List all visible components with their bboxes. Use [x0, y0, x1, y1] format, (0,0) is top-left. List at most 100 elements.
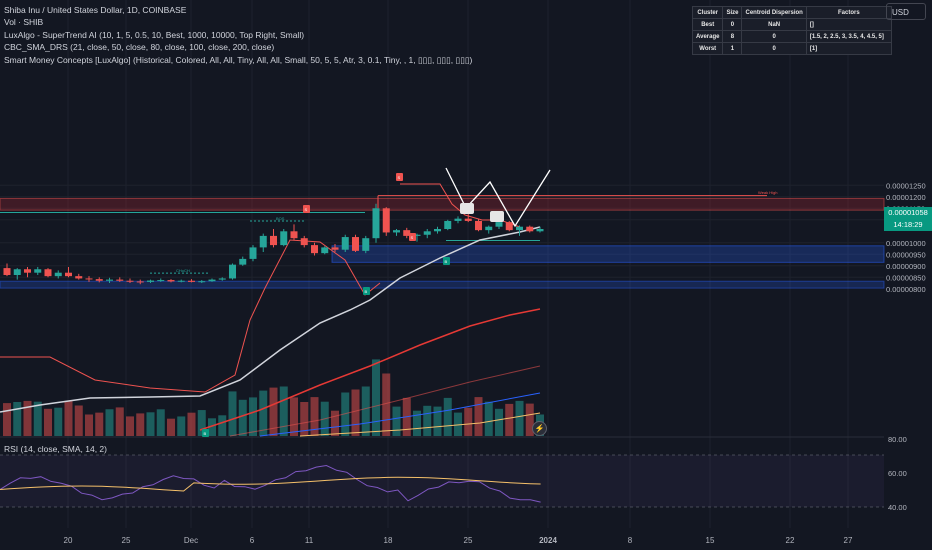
pattern-marker — [460, 203, 474, 214]
buy-signal-marker — [363, 287, 370, 295]
chart-legend: Shiba Inu / United States Dollar, 1D, CO… — [4, 4, 472, 66]
time-axis-label: 6 — [250, 536, 255, 545]
volume-bar — [187, 412, 196, 436]
candle-body — [177, 280, 185, 282]
volume-bar — [433, 406, 442, 436]
time-axis-label: Dec — [184, 536, 198, 545]
volume-bar — [443, 397, 452, 436]
cell-factors: [] — [805, 18, 892, 31]
candle-body — [413, 234, 421, 236]
sell-signal-marker — [303, 205, 310, 213]
candle-body — [157, 280, 165, 282]
volume-bar — [484, 401, 493, 436]
volume-bar — [228, 391, 237, 436]
cell-dispersion: 0 — [741, 42, 807, 55]
candle-body — [95, 279, 103, 281]
time-axis-label: 18 — [384, 536, 393, 545]
cell-cluster: Best — [691, 18, 724, 31]
annotations: S S S B B B — [202, 167, 551, 437]
cell-cluster: Average — [691, 30, 724, 43]
buy-signal-marker — [202, 429, 209, 437]
price-axis-label: 0.00000850 — [886, 273, 926, 282]
time-axis-label: 25 — [122, 536, 131, 545]
rsi-legend[interactable]: RSI (14, close, SMA, 14, 2) — [4, 444, 107, 454]
rsi-line — [0, 464, 541, 503]
sma-200-line — [299, 412, 541, 437]
bos-label: BOS — [276, 216, 285, 221]
sma-50-line — [199, 308, 541, 431]
volume-bar — [474, 397, 483, 436]
volume-bar — [3, 403, 11, 436]
candle-body — [434, 229, 441, 232]
volume-bar — [156, 409, 165, 436]
cell-dispersion: NaN — [741, 18, 807, 31]
volume-bar — [413, 410, 421, 436]
table-header-row: Cluster Size Centroid Dispersion Factors — [691, 6, 892, 19]
candle-body — [147, 280, 154, 282]
candle-body — [300, 238, 308, 246]
time-axis-label: 20 — [64, 536, 73, 545]
volume-bar — [515, 400, 524, 436]
header-factors: Factors — [805, 6, 892, 19]
cell-cluster: Worst — [691, 42, 724, 55]
volume-bar — [392, 406, 401, 436]
candle-body — [75, 276, 83, 279]
supertrend-legend[interactable]: LuxAlgo - SuperTrend AI (10, 1, 5, 0.5, … — [4, 29, 305, 40]
smc-legend[interactable]: Smart Money Concepts [LuxAlgo] (Historic… — [4, 54, 473, 65]
volume-legend[interactable]: Vol · SHIB — [4, 17, 44, 28]
lightning-icon[interactable]: ⚡ — [532, 421, 547, 436]
candle-body — [65, 272, 72, 277]
sma-legend[interactable]: CBC_SMA_DRS (21, close, 50, close, 80, c… — [4, 42, 275, 53]
cell-factors: [1.5, 2, 2.5, 3, 3.5, 4, 4.5, 5] — [805, 30, 892, 43]
sell-signal-label: S — [305, 207, 308, 212]
candle-body — [126, 280, 134, 282]
time-axis-label: 11 — [305, 536, 314, 545]
volume-bar — [95, 412, 104, 436]
candle-body — [54, 272, 62, 277]
price-axis-label: 0.00001250 — [886, 181, 926, 190]
candle-body — [270, 235, 277, 246]
header-dispersion: Centroid Dispersion — [741, 6, 807, 19]
price-axis-label: 0.00000950 — [886, 250, 926, 259]
candle-body — [505, 222, 513, 231]
buy-signal-label: B — [365, 289, 368, 294]
time-axis-label: 27 — [844, 536, 853, 545]
candle-body — [290, 231, 298, 239]
sma-21-line — [0, 226, 541, 413]
rsi-axis-label: 60.00 — [888, 469, 907, 478]
volume-bar — [249, 397, 257, 436]
volume-bar — [361, 386, 370, 436]
time-axis-label: 25 — [464, 536, 473, 545]
sell-signal-label: S — [411, 235, 414, 240]
supertrend-cluster-table: Cluster Size Centroid Dispersion Factors… — [691, 6, 892, 55]
symbol-title[interactable]: Shiba Inu / United States Dollar, 1D, CO… — [4, 5, 187, 15]
candle-body — [229, 264, 236, 279]
candles — [3, 203, 544, 285]
rsi-axis-label: 40.00 — [888, 503, 907, 512]
candle-body — [85, 278, 93, 280]
volume-bar — [290, 397, 298, 436]
supertrend-line — [0, 239, 381, 393]
candle-body — [393, 230, 400, 233]
cell-size: 0 — [722, 18, 743, 31]
cell-size: 1 — [722, 42, 743, 55]
candle-body — [526, 226, 534, 232]
candle-body — [239, 258, 247, 265]
choch-label: CHoCH — [176, 268, 190, 273]
volume-bar — [13, 402, 22, 436]
candle-body — [485, 226, 493, 231]
candle-body — [382, 208, 390, 233]
cell-dispersion: 0 — [741, 30, 807, 43]
volume-bar — [218, 415, 227, 436]
candle-body — [106, 279, 113, 281]
candle-body — [516, 226, 523, 231]
candle-body — [372, 208, 380, 239]
volume-bar — [269, 387, 278, 436]
volume-bar — [85, 414, 93, 436]
currency-selector[interactable]: USD — [886, 3, 926, 20]
candle-body — [13, 269, 21, 275]
buy-signal-label: B — [204, 431, 207, 436]
rsi-pane: 80.00 60.00 40.00 — [0, 435, 907, 512]
volume-bar — [197, 410, 206, 436]
